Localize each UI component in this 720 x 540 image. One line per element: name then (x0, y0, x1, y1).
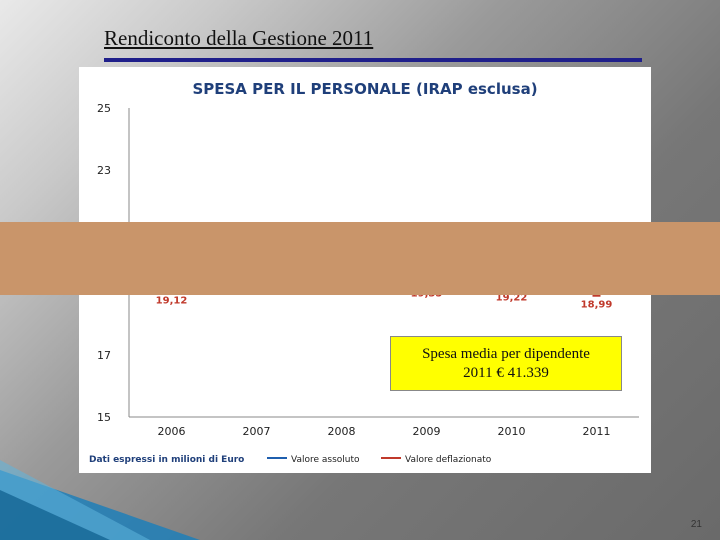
x-tick-label: 2011 (583, 425, 611, 438)
page-number: 21 (690, 519, 702, 530)
slide-title: Rendiconto della Gestione 2011 (104, 26, 374, 50)
x-tick-label: 2010 (498, 425, 526, 438)
x-tick-label: 2009 (413, 425, 441, 438)
legend-label: Valore deflazionato (405, 455, 492, 465)
y-tick-label: 23 (97, 164, 111, 177)
y-tick-label: 17 (97, 349, 111, 362)
title-rule (104, 58, 642, 62)
data-label: 18,99 (581, 300, 613, 311)
callout-line-1: Spesa media per dipendente (422, 346, 590, 362)
y-tick-label: 15 (97, 411, 111, 424)
legend-label: Valore assoluto (291, 455, 360, 465)
data-label: 19,12 (156, 296, 188, 307)
y-tick-label: 25 (97, 102, 111, 115)
average-cost-callout: Spesa media per dipendente 2011 € 41.339 (390, 336, 622, 391)
callout-line-2: 2011 € 41.339 (463, 365, 549, 381)
chart-title: SPESA PER IL PERSONALE (IRAP esclusa) (192, 80, 537, 98)
x-tick-label: 2008 (328, 425, 356, 438)
corner-decoration (0, 460, 200, 540)
overlay-band (0, 222, 720, 295)
x-tick-label: 2006 (158, 425, 186, 438)
chart-note: Dati espressi in milioni di Euro (89, 455, 244, 465)
x-tick-label: 2007 (243, 425, 271, 438)
data-label: 19,22 (496, 293, 528, 304)
